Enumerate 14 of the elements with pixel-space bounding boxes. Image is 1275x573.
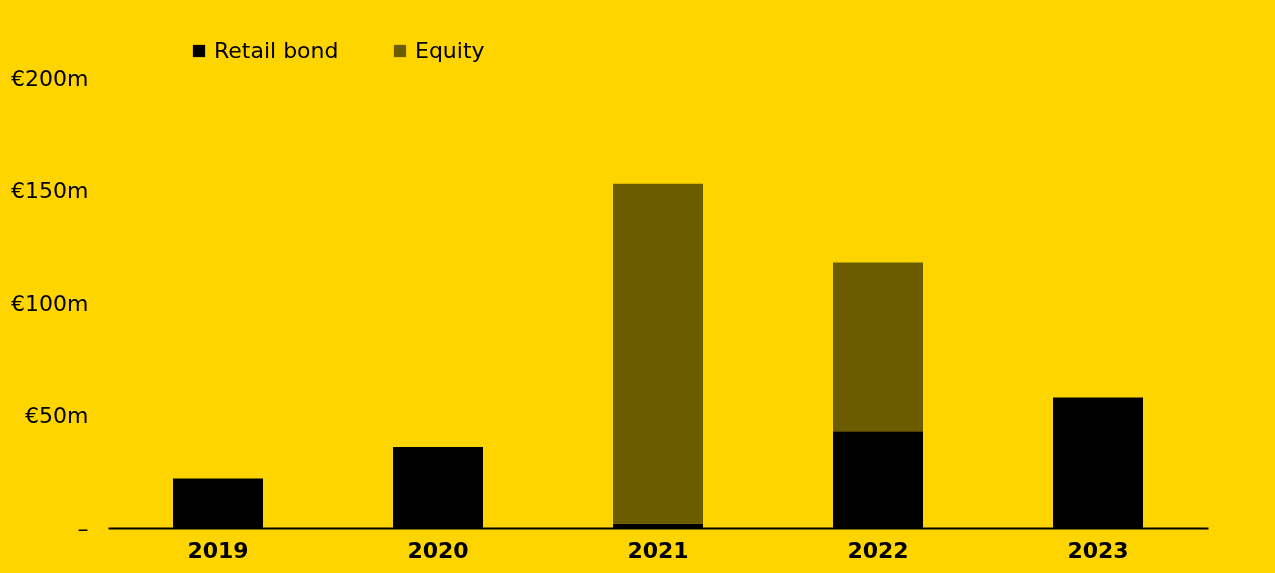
y-tick-label: – xyxy=(77,515,89,541)
bar xyxy=(613,183,703,524)
x-tick-label: 2022 xyxy=(847,537,909,563)
legend-label: Equity xyxy=(415,38,485,63)
y-tick-label: €200m xyxy=(11,65,89,91)
bar xyxy=(833,262,923,432)
x-tick-label: 2023 xyxy=(1067,537,1129,563)
y-tick-label: €50m xyxy=(25,403,89,428)
x-tick-label: 2020 xyxy=(407,537,469,563)
x-tick-label: 2019 xyxy=(187,537,249,563)
y-tick-label: €150m xyxy=(11,178,89,203)
y-tick-label: €100m xyxy=(11,290,89,316)
legend-label: Retail bond xyxy=(214,38,339,63)
x-tick-label: 2021 xyxy=(627,537,689,563)
